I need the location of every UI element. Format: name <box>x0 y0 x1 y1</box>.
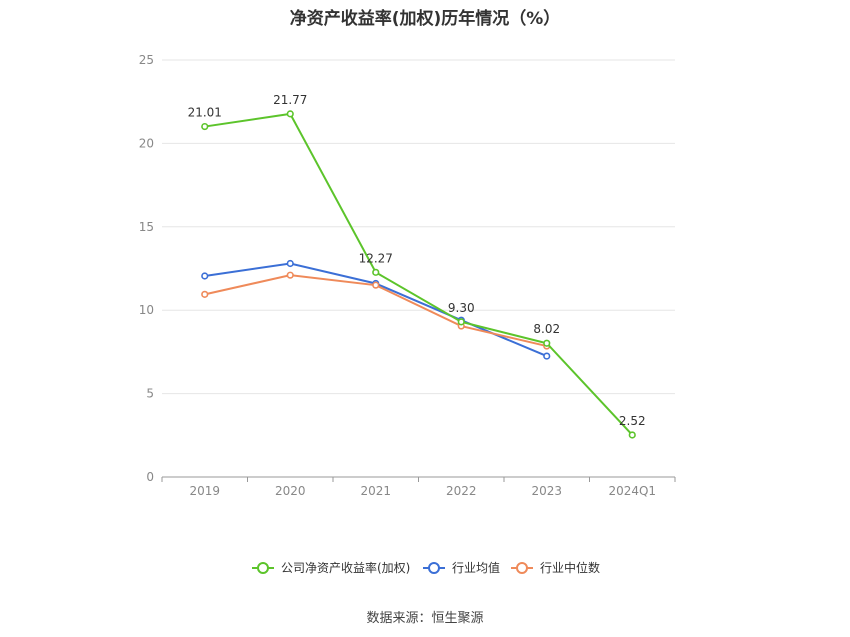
data-point <box>201 272 209 280</box>
data-point <box>543 352 551 360</box>
data-point <box>457 318 465 326</box>
y-tick-label: 0 <box>146 470 154 484</box>
legend-marker <box>516 562 528 574</box>
x-tick-label: 2022 <box>446 484 477 498</box>
data-source: 数据来源：恒生聚源 <box>366 611 484 626</box>
y-tick-label: 25 <box>139 53 154 67</box>
data-point <box>543 339 551 347</box>
data-point <box>372 268 380 276</box>
legend-label: 公司净资产收益率(加权) <box>281 560 410 575</box>
data-label: 12.27 <box>359 251 393 265</box>
x-tick-label: 2019 <box>189 484 220 498</box>
legend-marker <box>428 562 440 574</box>
x-tick-label: 2021 <box>360 484 391 498</box>
legend-label: 行业中位数 <box>540 560 600 575</box>
data-point <box>286 271 294 279</box>
chart-title: 净资产收益率(加权)历年情况（%） <box>289 9 561 29</box>
data-point <box>372 281 380 289</box>
data-label: 2.52 <box>619 414 646 428</box>
x-tick-label: 2023 <box>531 484 562 498</box>
y-tick-label: 5 <box>146 387 154 401</box>
data-point <box>201 290 209 298</box>
data-point <box>201 122 209 131</box>
series-line <box>204 112 633 436</box>
data-label: 21.77 <box>273 93 307 107</box>
line-chart: 0 5 10 15 20 25 2019 2020 2021 2022 2023 2024Q1 21.0… <box>139 53 676 575</box>
data-point <box>286 110 294 118</box>
data-label: 21.01 <box>188 106 222 120</box>
legend-item-1: 行业均值 <box>423 560 500 575</box>
data-label: 8.02 <box>533 322 560 336</box>
legend-item-2: 行业中位数 <box>511 560 600 575</box>
y-tick-label: 10 <box>139 303 154 317</box>
data-point <box>628 431 636 439</box>
data-point <box>286 259 294 268</box>
y-tick-label: 15 <box>139 220 154 234</box>
legend-item-0: 公司净资产收益率(加权) <box>252 560 410 575</box>
legend-marker <box>257 562 269 574</box>
x-tick-label: 2020 <box>275 484 306 498</box>
legend-label: 行业均值 <box>452 560 500 575</box>
series-0: 21.01 21.77 12.27 9.30 8.02 2.52 <box>188 93 646 439</box>
data-label: 9.30 <box>448 301 475 315</box>
x-tick-label: 2024Q1 <box>608 484 656 498</box>
y-tick-label: 20 <box>139 136 154 150</box>
